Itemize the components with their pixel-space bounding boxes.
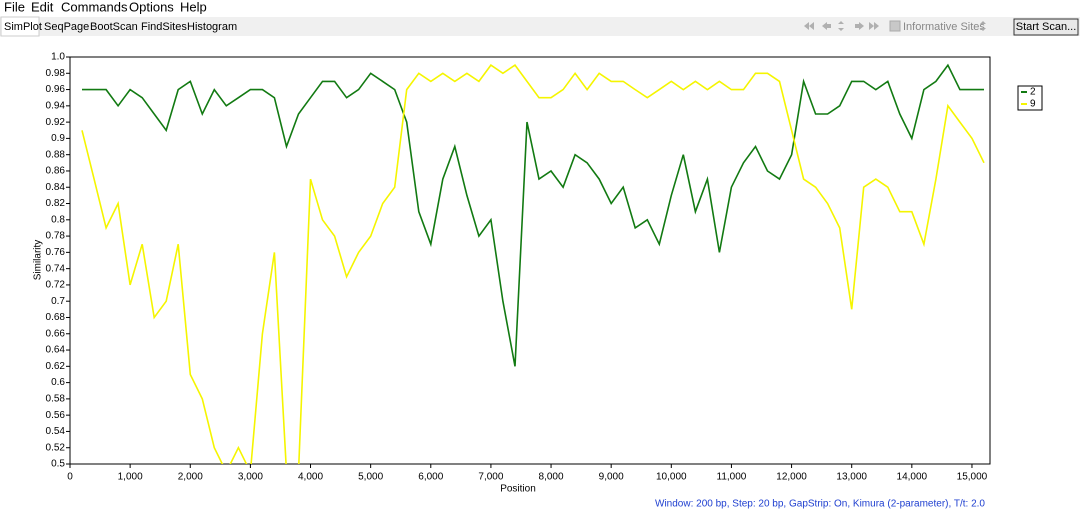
y-tick-label: 0.62 [46, 361, 66, 372]
series-group [81, 63, 985, 464]
y-tick-label: 0.68 [46, 312, 66, 323]
plot-area [69, 56, 991, 465]
y-tick-label: 0.94 [46, 100, 66, 111]
y-tick-label: 0.82 [46, 198, 66, 209]
x-tick-label: 12,000 [776, 472, 807, 483]
tab[interactable]: BootScan [90, 21, 138, 33]
x-tick-label: 8,000 [539, 472, 564, 483]
tab[interactable]: SimPlot [4, 21, 42, 33]
menu-item[interactable]: Commands [61, 0, 128, 14]
x-tick-label: 14,000 [897, 472, 928, 483]
y-tick-label: 1.0 [51, 52, 65, 63]
y-tick-label: 0.56 [46, 410, 66, 421]
y-tick-label: 0.8 [51, 214, 65, 225]
y-tick-label: 0.74 [46, 263, 66, 274]
x-tick-label: 3,000 [238, 472, 263, 483]
x-tick-label: 0 [67, 472, 73, 483]
menu-item[interactable]: Options [129, 0, 174, 14]
y-tick-label: 0.7 [51, 296, 65, 307]
y-tick-label: 0.86 [46, 166, 66, 177]
x-axis-label: Position [500, 484, 536, 495]
y-tick-label: 0.9 [51, 133, 65, 144]
start-button[interactable] [1013, 18, 1079, 36]
x-tick-label: 2,000 [178, 472, 203, 483]
y-tick-label: 0.6 [51, 377, 65, 388]
y-tick-label: 0.52 [46, 442, 66, 453]
tab[interactable]: FindSites [141, 21, 187, 33]
toolbar [0, 17, 1080, 36]
status-text: Window: 200 bp, Step: 20 bp, GapStrip: O… [655, 499, 985, 510]
y-tick-label: 0.92 [46, 117, 66, 128]
x-tick-label: 11,000 [717, 472, 747, 483]
x-tick-label: 10,000 [656, 472, 687, 483]
x-tick-label: 13,000 [836, 472, 867, 483]
y-tick-label: 0.5 [51, 459, 65, 470]
legend-label: 9 [1030, 99, 1036, 110]
y-tick-label: 0.54 [46, 426, 66, 437]
y-tick-label: 0.96 [46, 84, 66, 95]
y-tick-label: 0.78 [46, 231, 66, 242]
y-tick-label: 0.98 [46, 68, 66, 79]
x-tick-label: 4,000 [298, 472, 323, 483]
y-tick-label: 0.64 [46, 345, 66, 356]
y-tick-label: 0.84 [46, 182, 66, 193]
spinner[interactable] [980, 21, 986, 31]
menu-item[interactable]: Help [180, 0, 207, 14]
tab[interactable]: Histogram [187, 21, 237, 33]
tab-selected [0, 16, 40, 37]
y-tick-label: 0.76 [46, 247, 66, 258]
tab[interactable]: SeqPage [44, 21, 89, 33]
legend-label: 2 [1030, 87, 1036, 98]
legend-box [1017, 85, 1043, 111]
nav-buttons[interactable] [804, 21, 879, 31]
x-tick-label: 7,000 [478, 472, 503, 483]
button-label[interactable]: Start Scan... [1016, 21, 1077, 33]
y-tick-label: 0.66 [46, 328, 66, 339]
checkbox-label: Informative Sites [903, 21, 985, 33]
x-tick-label: 9,000 [599, 472, 624, 483]
y-tick-label: 0.58 [46, 394, 66, 405]
menu-item[interactable]: File [4, 0, 25, 14]
x-tick-label: 5,000 [358, 472, 383, 483]
y-tick-label: 0.88 [46, 149, 66, 160]
menu-item[interactable]: Edit [31, 0, 54, 14]
y-axis-label: Similarity [33, 240, 44, 281]
x-tick-label: 15,000 [957, 472, 988, 483]
series-line [81, 64, 985, 464]
checkbox[interactable] [889, 20, 901, 32]
x-tick-label: 1,000 [118, 472, 143, 483]
x-tick-label: 6,000 [418, 472, 443, 483]
series-line [82, 63, 984, 367]
y-tick-label: 0.72 [46, 280, 66, 291]
